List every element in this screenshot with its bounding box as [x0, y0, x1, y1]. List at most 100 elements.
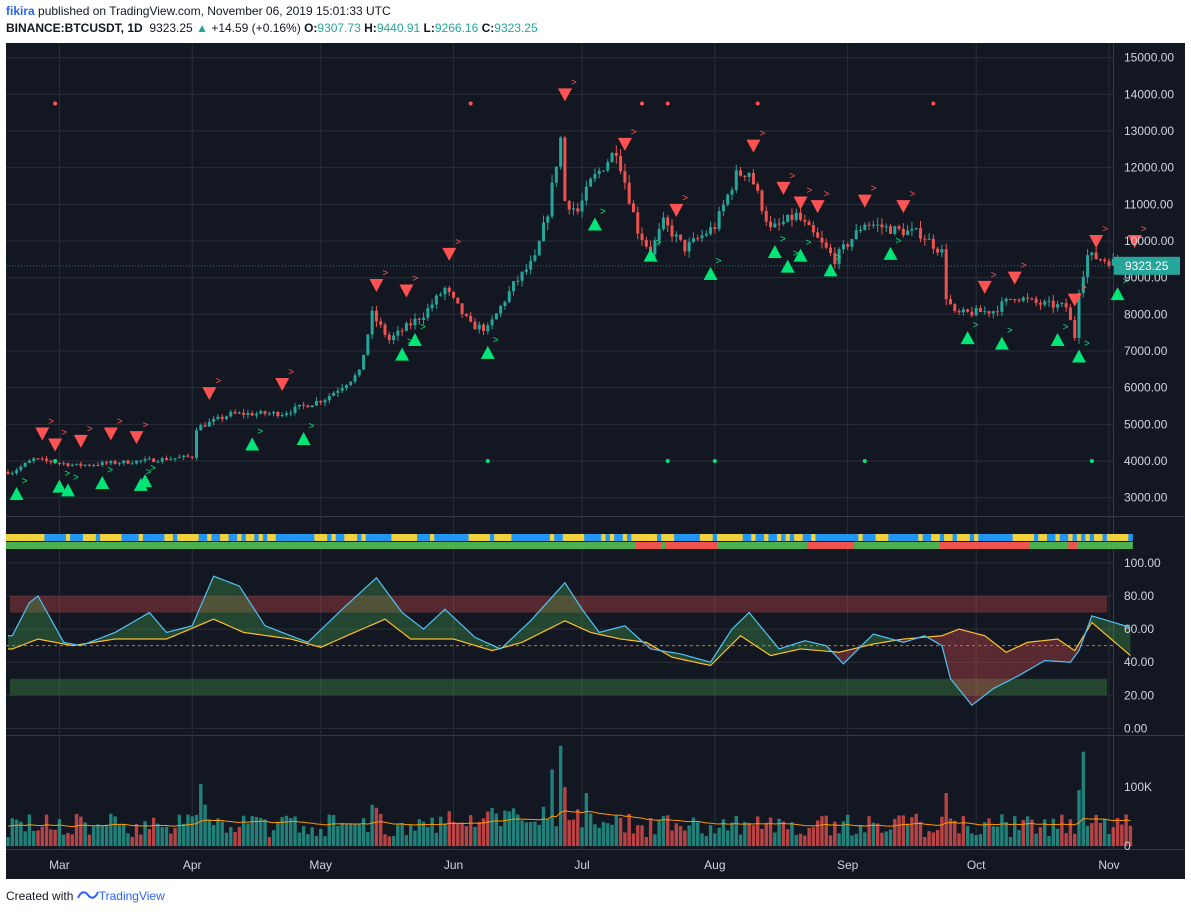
candle-body	[117, 463, 121, 465]
candle-body	[670, 225, 674, 237]
rsi-fill	[1019, 644, 1024, 676]
buy-signal-chevron: >	[146, 467, 152, 478]
volume-bar	[880, 832, 884, 847]
volume-bar	[250, 815, 254, 847]
rsi-fill	[239, 586, 244, 633]
sell-signal-chevron: >	[48, 417, 54, 428]
regime-cell-top	[652, 534, 658, 541]
publisher-name[interactable]: fikira	[6, 4, 35, 18]
regime-cell-top	[434, 534, 439, 541]
sell-signal-triangle	[1007, 271, 1022, 285]
volume-bar	[224, 832, 229, 847]
rsi-fill	[629, 629, 634, 641]
candle-body	[477, 324, 481, 330]
volume-tick-label: 100K	[1124, 780, 1152, 794]
candle-body	[1043, 301, 1047, 305]
candle-body	[366, 334, 370, 355]
volume-bar	[875, 823, 880, 847]
regime-cell-bottom	[956, 542, 962, 549]
rsi-fill	[8, 635, 13, 649]
volume-bar	[597, 827, 601, 847]
regime-cell-top	[27, 534, 32, 541]
regime-cell-top	[399, 534, 405, 541]
volume-bar	[181, 823, 186, 847]
regime-cell-top	[52, 534, 58, 541]
candle-body	[867, 224, 871, 226]
candle-body	[70, 464, 74, 466]
volume-bar	[845, 814, 850, 847]
chart-svg[interactable]: > > > > > > > > > > > > > > > > > > > > > > > > > > > > > > > > > > > > > > > >…	[5, 43, 1185, 879]
regime-cell-top	[1064, 534, 1069, 541]
buy-signal-triangle	[1050, 333, 1065, 346]
candle-body	[554, 166, 558, 183]
regime-cell-top	[931, 534, 936, 541]
candle-body	[92, 464, 96, 466]
regime-cell-top	[584, 534, 589, 541]
regime-cell-bottom	[82, 542, 88, 549]
tradingview-brand[interactable]: TradingView	[98, 889, 165, 903]
rsi-fill	[539, 606, 544, 634]
volume-bar	[460, 822, 464, 847]
footer: Created with TradingView	[6, 889, 165, 903]
rsi-fill	[414, 622, 420, 640]
rsi-fill	[444, 609, 450, 640]
volume-bar	[464, 826, 469, 847]
regime-cell-top	[130, 534, 135, 541]
price-tick-label: 14000.00	[1124, 87, 1174, 101]
regime-cell-top	[322, 534, 328, 541]
candle-body	[464, 313, 468, 316]
rsi-fill	[530, 616, 535, 639]
regime-cell-bottom	[1012, 542, 1018, 549]
regime-cell-bottom	[695, 542, 701, 549]
candle-body	[700, 235, 704, 239]
regime-strip	[5, 534, 1133, 549]
sell-signal-chevron: >	[455, 237, 461, 248]
rsi-fill	[196, 605, 201, 627]
volume-bar	[194, 814, 199, 847]
volume-bar	[785, 829, 790, 847]
volume-bar	[344, 824, 349, 847]
regime-cell-top	[1093, 534, 1099, 541]
candle-body	[897, 226, 901, 229]
volume-bar	[773, 832, 777, 847]
pivot-dot-high	[468, 101, 473, 106]
regime-cell-top	[866, 534, 872, 541]
regime-cell-top	[678, 534, 684, 541]
regime-cell-bottom	[14, 542, 20, 549]
regime-cell-bottom	[854, 542, 859, 549]
regime-cell-top	[515, 534, 521, 541]
volume-bar	[87, 834, 92, 847]
regime-cell-top	[571, 534, 576, 541]
regime-cell-bottom	[485, 542, 491, 549]
rsi-fill	[260, 619, 266, 636]
regime-cell-top	[1038, 534, 1043, 541]
candle-body	[336, 390, 340, 393]
regime-cell-bottom	[117, 542, 122, 549]
regime-cell-top	[314, 534, 319, 541]
rsi-fill	[774, 643, 780, 655]
candle-body	[623, 171, 627, 183]
chart-area[interactable]: > > > > > > > > > > > > > > > > > > > > > > > > > > > > > > > > > > > > > > > >…	[5, 43, 1185, 879]
volume-bar	[417, 819, 421, 847]
regime-cell-top	[854, 534, 859, 541]
price-pane[interactable]	[6, 135, 1132, 476]
rsi-fill	[509, 636, 514, 646]
volume-bar	[798, 833, 803, 847]
volume-bar	[1098, 822, 1103, 847]
regime-cell-bottom	[652, 542, 658, 549]
regime-cell-bottom	[468, 542, 474, 549]
regime-cell-top	[695, 534, 701, 541]
regime-cell-bottom	[657, 542, 662, 549]
regime-cell-bottom	[31, 542, 37, 549]
rsi-fill	[132, 620, 137, 640]
candle-body	[893, 226, 897, 234]
regime-cell-top	[288, 534, 294, 541]
rsi-fill	[20, 610, 26, 646]
regime-cell-top	[284, 534, 289, 541]
rsi-fill	[847, 649, 852, 660]
candle-body	[130, 463, 134, 465]
rsi-fill	[123, 624, 128, 640]
volume-bar	[644, 837, 649, 847]
regime-cell-top	[305, 534, 311, 541]
price-tick-label: 11000.00	[1124, 197, 1173, 211]
